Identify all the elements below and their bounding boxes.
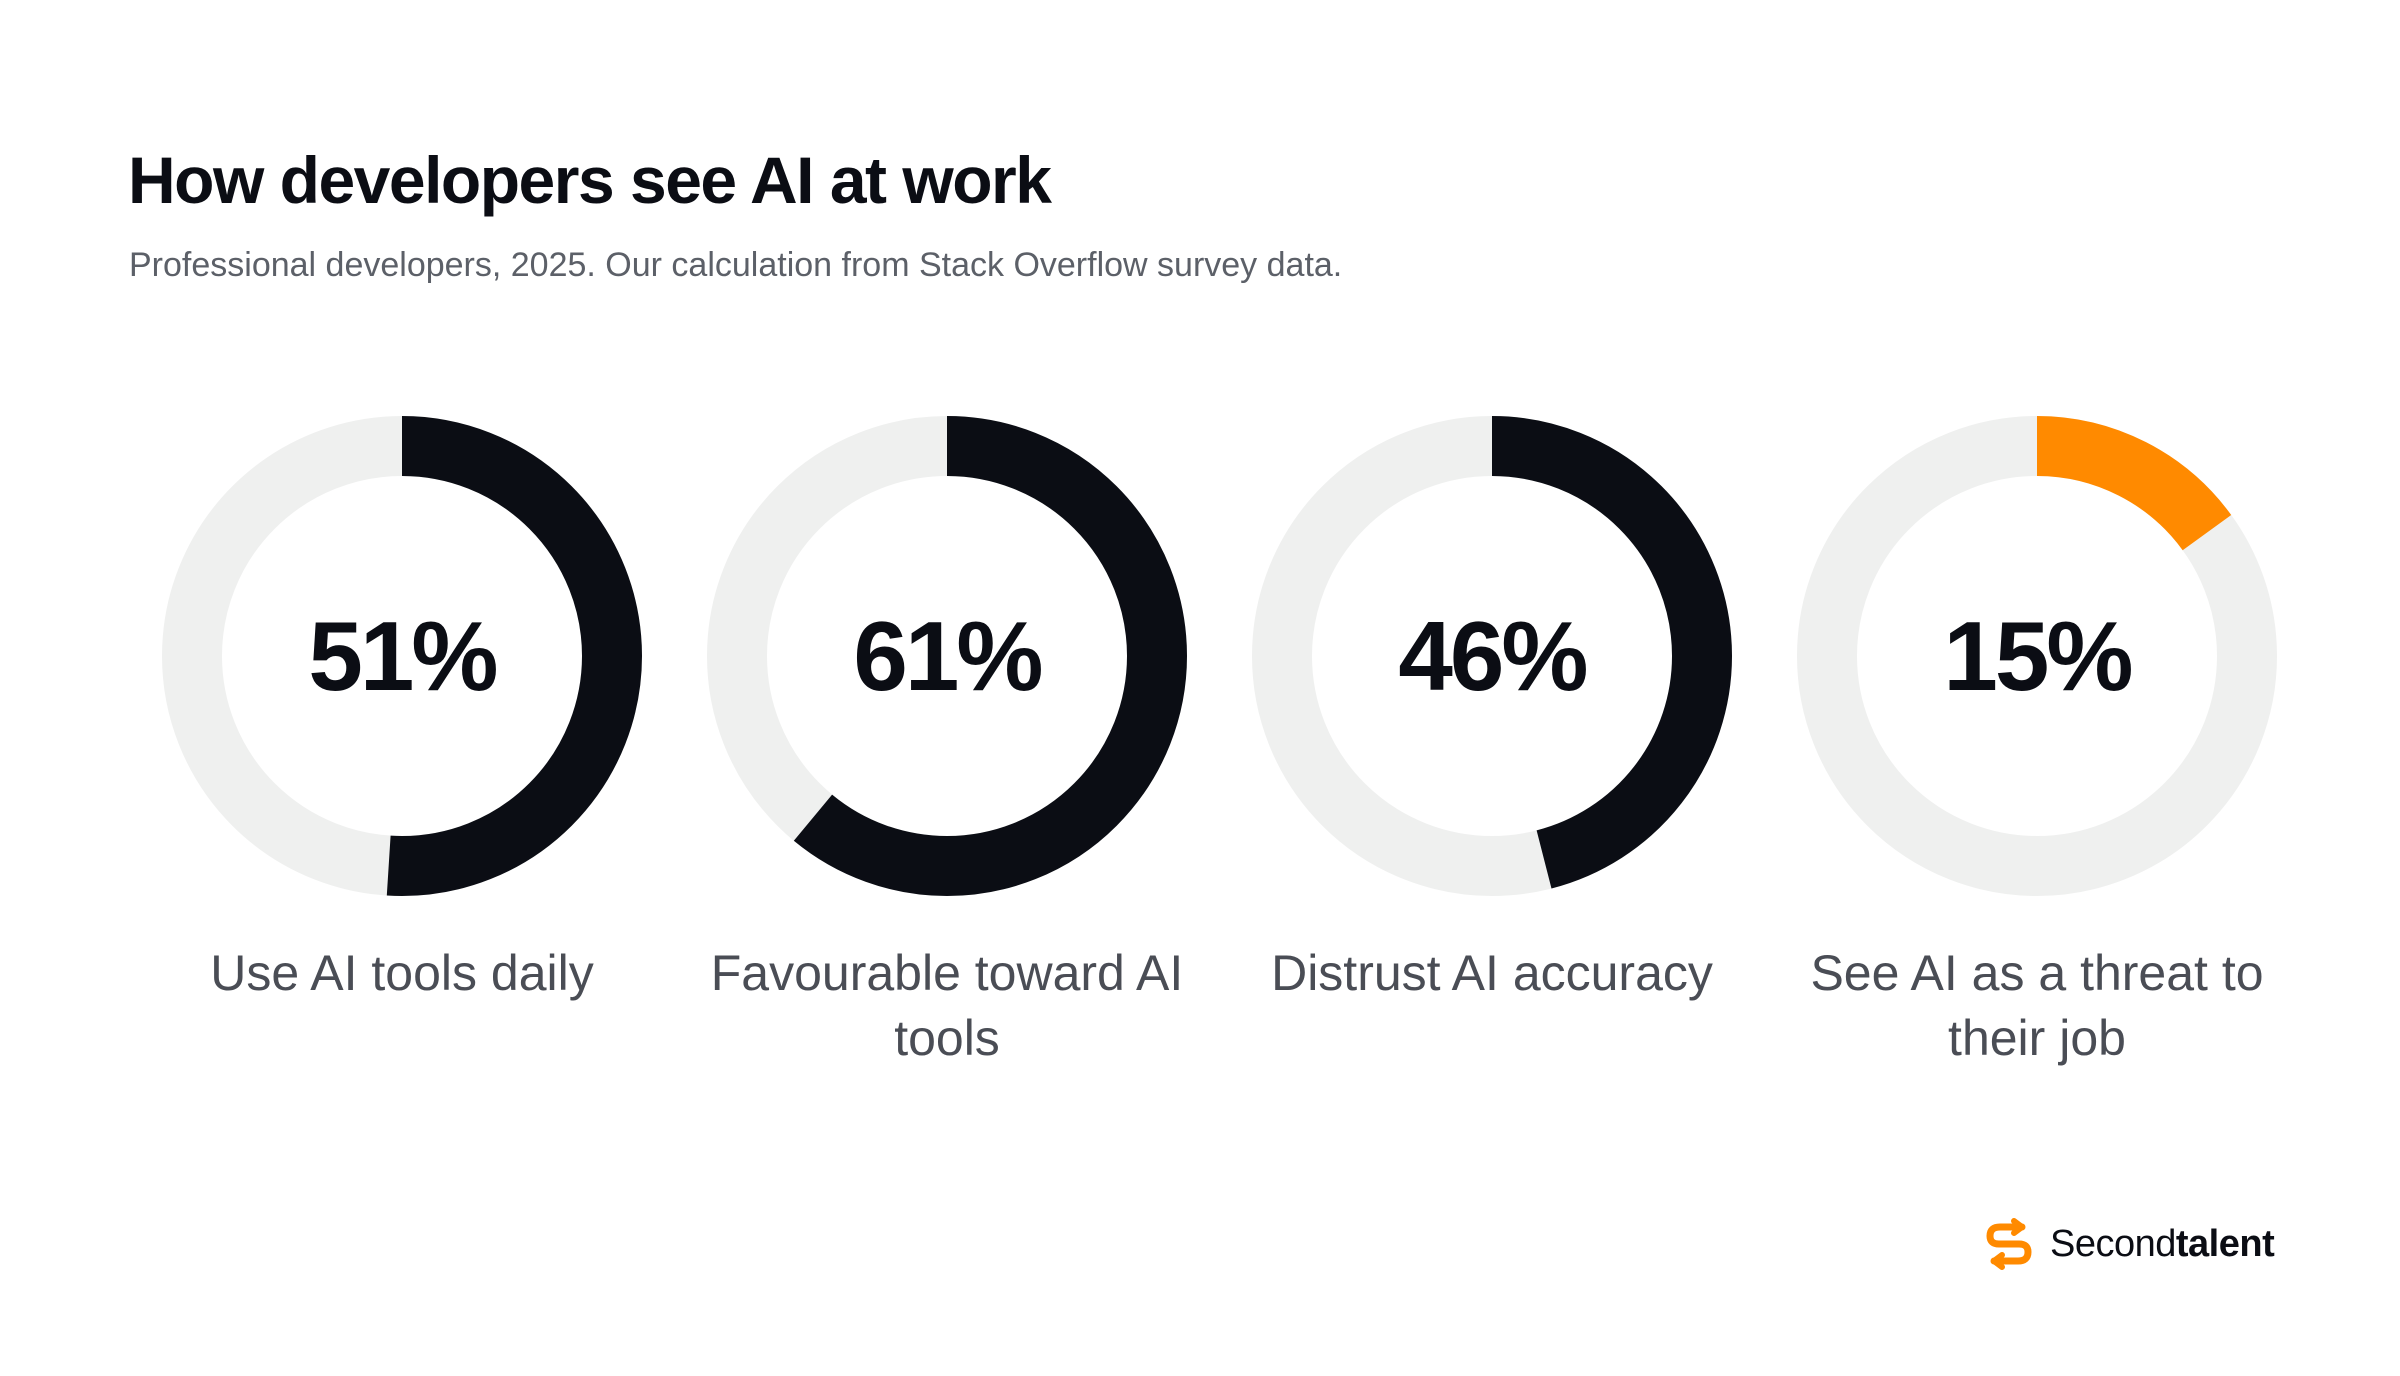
donut-svg	[1797, 416, 2277, 896]
donut-card: 51% Use AI tools daily	[132, 416, 672, 1176]
donut-value-arc	[707, 416, 1187, 896]
brand-name-light: Second	[2050, 1222, 2176, 1265]
donut-value-label: 51%	[308, 601, 498, 711]
donut-svg	[162, 416, 642, 896]
donut-svg	[707, 416, 1187, 896]
donut-value-label: 61%	[853, 601, 1043, 711]
brand-logo: Secondtalent	[1982, 1214, 2275, 1274]
donut-value-label: 46%	[1398, 601, 1588, 711]
brand-name-bold: talent	[2175, 1222, 2275, 1265]
chart-subtitle: Professional developers, 2025. Our calcu…	[129, 246, 1343, 284]
donut-card: 46% Distrust AI accuracy	[1222, 416, 1762, 1176]
donut-category-label: Favourable toward AI tools	[710, 945, 1184, 1066]
donut-category-label: See AI as a threat to their job	[1810, 945, 2264, 1066]
brand-name: Secondtalent	[2050, 1222, 2275, 1266]
donut-svg	[1252, 416, 1732, 896]
donut-category-label: Distrust AI accuracy	[1271, 945, 1713, 1001]
donut-value-label: 15%	[1943, 601, 2133, 711]
chart-title: How developers see AI at work	[128, 143, 1052, 217]
secondtalent-s-icon	[1986, 1218, 2032, 1270]
donut-card: 15% See AI as a threat to their job	[1767, 416, 2307, 1176]
donut-value-arc	[1797, 416, 2277, 896]
donut-value-arc	[1252, 416, 1732, 896]
donut-value-arc	[162, 416, 642, 896]
donut-card: 61% Favourable toward AI tools	[677, 416, 1217, 1176]
donut-category-label: Use AI tools daily	[210, 945, 594, 1001]
